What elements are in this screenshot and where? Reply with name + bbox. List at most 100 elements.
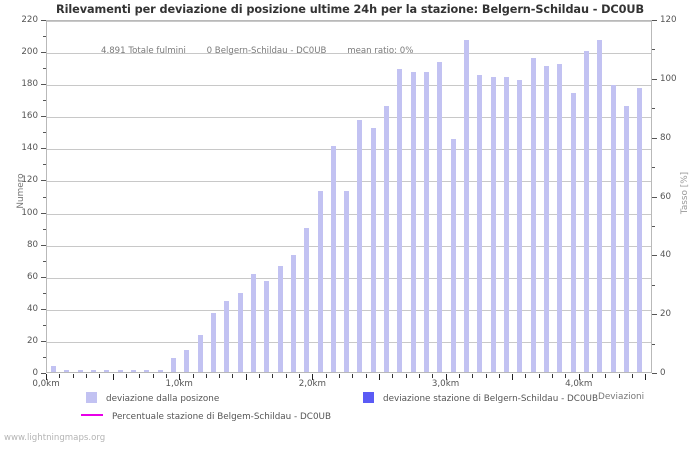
- y-axis-left-label: 140: [21, 143, 38, 154]
- legend-label-percentuale-stazione: Percentuale stazione di Belgem-Schildau …: [112, 412, 332, 422]
- bar: [597, 39, 603, 372]
- bar: [370, 128, 376, 372]
- x-axis-tick: [139, 374, 141, 378]
- annotation-station: 0 Belgern-Schildau - DC0UB: [206, 46, 327, 56]
- x-axis-tick: [325, 374, 327, 378]
- legend-label-deviazione-stazione: deviazione stazione di Belgern-Schildau …: [383, 394, 599, 404]
- x-axis-label: 3,0km: [431, 379, 460, 389]
- bar: [131, 370, 137, 372]
- bar: [357, 120, 363, 372]
- chart-legend: deviazione dalla posizone deviazione sta…: [0, 390, 700, 430]
- bar: [344, 190, 350, 372]
- y-axis-right-tick: [652, 196, 657, 198]
- gridline: [47, 53, 651, 55]
- x-axis-label: 4,0km: [565, 379, 593, 389]
- y-axis-left-tick: [43, 228, 46, 230]
- watermark: www.lightningmaps.org: [4, 433, 106, 443]
- y-axis-right-label: 120: [660, 15, 677, 25]
- gridline: [47, 85, 651, 87]
- x-axis-tick: [46, 374, 47, 380]
- y-axis-right-tick: [652, 314, 657, 316]
- x-axis-tick: [592, 374, 594, 378]
- y-axis-right-label: 0: [660, 368, 666, 378]
- x-axis-tick: [85, 374, 87, 378]
- bar: [530, 57, 536, 372]
- bar: [317, 190, 323, 372]
- x-axis-label: 2,0km: [298, 379, 327, 389]
- bar: [450, 139, 456, 372]
- legend-item-percentuale-stazione[interactable]: Percentuale stazione di Belgem-Schildau …: [81, 412, 331, 422]
- bar: [77, 370, 83, 372]
- y-axis-left-title: Numero: [16, 173, 26, 209]
- x-axis-tick: [445, 374, 447, 380]
- y-axis-left-tick: [43, 196, 46, 198]
- bar: [384, 105, 390, 372]
- bar: [277, 266, 283, 372]
- legend-swatch-deviazione-posizione: [86, 392, 97, 403]
- bar: [210, 312, 216, 372]
- y-axis-right-label: 60: [660, 191, 672, 202]
- bar: [264, 280, 270, 372]
- bar: [437, 62, 443, 372]
- y-axis-left-tick: [43, 356, 46, 358]
- y-axis-right-tick: [652, 225, 655, 227]
- y-axis-right-tick: [652, 108, 655, 110]
- x-axis-tick: [552, 374, 554, 378]
- legend-item-deviazione-posizione[interactable]: deviazione dalla posizone: [86, 392, 219, 404]
- x-axis-tick: [512, 374, 514, 380]
- y-axis-right-tick: [652, 343, 655, 345]
- y-axis-left-label: 0: [32, 368, 38, 378]
- bar: [237, 293, 243, 372]
- y-axis-right-tick: [652, 167, 655, 169]
- y-axis-left-label: 160: [21, 111, 38, 122]
- legend-item-deviazione-stazione[interactable]: deviazione stazione di Belgern-Schildau …: [363, 392, 598, 404]
- y-axis-right-label: 20: [660, 309, 672, 320]
- legend-line-percentuale-stazione: [81, 414, 103, 416]
- x-axis-label: 1,0km: [165, 379, 193, 389]
- bar: [410, 71, 416, 372]
- y-axis-left-tick: [41, 148, 46, 150]
- x-axis-tick: [272, 374, 274, 378]
- x-axis-tick: [245, 374, 247, 380]
- bar: [517, 79, 523, 372]
- y-axis-left-label: 80: [26, 239, 38, 250]
- x-axis-tick: [632, 374, 634, 378]
- y-axis-left-tick: [41, 276, 46, 278]
- bar: [197, 335, 203, 372]
- legend-swatch-deviazione-stazione: [363, 392, 374, 403]
- y-axis-left-tick: [43, 324, 46, 326]
- bar: [91, 370, 97, 372]
- x-axis-tick: [99, 374, 101, 378]
- x-axis-tick: [125, 374, 127, 378]
- y-axis-right-tick: [652, 373, 657, 374]
- bar: [610, 84, 616, 372]
- x-axis-tick: [192, 374, 194, 378]
- y-axis-left-tick: [41, 373, 46, 374]
- x-axis-tick: [458, 374, 460, 378]
- x-axis-label: 0,0km: [32, 379, 60, 389]
- bar: [424, 71, 430, 372]
- x-axis-tick: [565, 374, 567, 378]
- y-axis-left-label: 200: [21, 47, 38, 58]
- y-axis-left-tick: [41, 308, 46, 310]
- x-axis-tick: [152, 374, 154, 378]
- x-axis-tick: [485, 374, 487, 378]
- gridline: [47, 149, 651, 151]
- bar: [184, 349, 190, 372]
- bar: [490, 76, 496, 372]
- x-axis-tick: [165, 374, 167, 378]
- x-axis-tick: [645, 374, 647, 380]
- bar: [304, 227, 310, 372]
- x-axis-tick: [418, 374, 420, 378]
- x-axis-tick: [605, 374, 607, 378]
- y-axis-right-tick: [652, 20, 657, 21]
- x-axis-tick: [498, 374, 500, 378]
- y-axis-left-label: 220: [21, 15, 38, 25]
- x-axis-tick: [405, 374, 407, 378]
- y-axis-left-label: 40: [26, 303, 38, 314]
- y-axis-left-tick: [41, 212, 46, 214]
- y-axis-right-title: Tasso [%]: [680, 171, 690, 215]
- y-axis-left-tick: [41, 180, 46, 182]
- bar: [637, 88, 643, 372]
- bar: [51, 365, 57, 372]
